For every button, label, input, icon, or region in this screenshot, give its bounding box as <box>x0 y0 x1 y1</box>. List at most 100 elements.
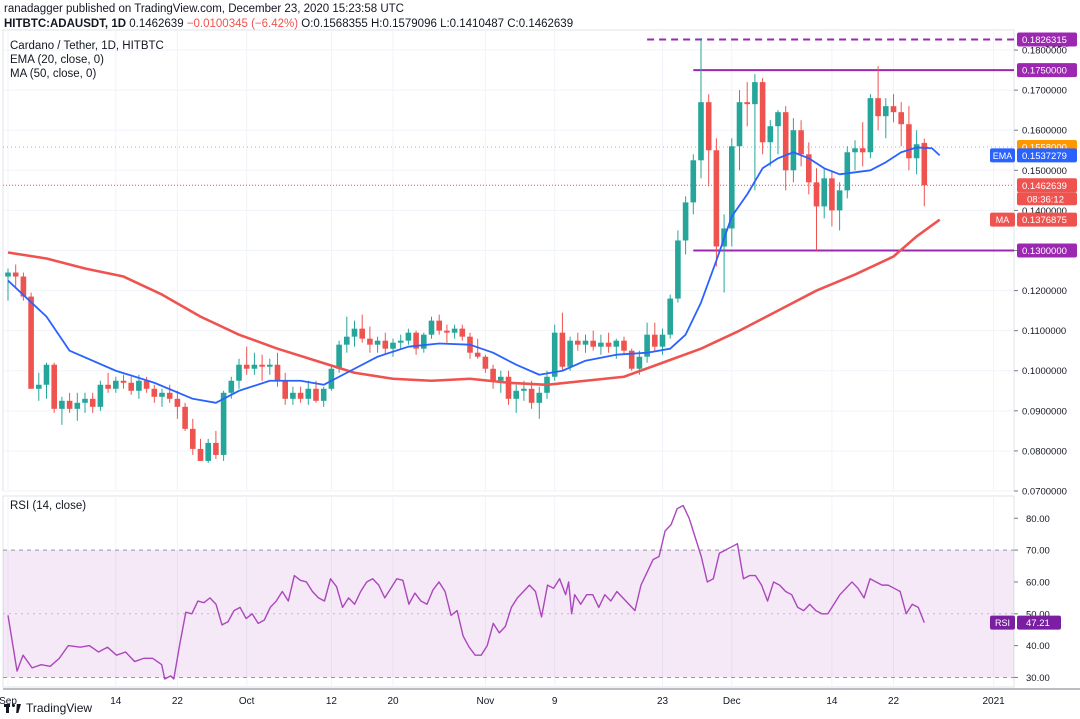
candle-body <box>228 380 235 393</box>
candle-body <box>190 428 196 449</box>
candle-body <box>74 402 81 409</box>
footer-brand: TradingView <box>26 701 93 715</box>
candle-body <box>421 334 427 349</box>
candle-body <box>636 356 643 369</box>
time-tick-label: 9 <box>552 696 558 707</box>
candle-body <box>397 340 404 343</box>
candle-body <box>5 272 11 277</box>
time-tick-label: 14 <box>826 696 838 707</box>
candle-body <box>105 384 111 389</box>
symbol-line: HITBTC:ADAUSDT, 1D 0.1462639 −0.0100345 … <box>4 17 573 32</box>
candle-body <box>829 178 835 211</box>
time-tick-label: 22 <box>888 696 900 707</box>
rsi-tick-label: 60.00 <box>1026 577 1050 588</box>
candle-body <box>482 356 489 369</box>
price-tick-label: 0.0800000 <box>1022 446 1067 457</box>
time-tick-label: 20 <box>387 696 399 707</box>
footer: TradingView <box>4 701 92 715</box>
candle-body <box>521 388 527 391</box>
candle-body <box>451 328 458 333</box>
price-axis-value: 0.1537279 <box>1022 151 1067 162</box>
candle-body <box>267 364 273 367</box>
candle-body <box>374 340 381 345</box>
candle-body <box>282 380 288 399</box>
price-axis-badge <box>1017 212 1077 227</box>
candle-body <box>136 380 142 391</box>
candle-body <box>66 400 73 409</box>
candle-body <box>575 340 581 345</box>
candle-body <box>12 272 19 277</box>
candle-body <box>598 342 604 347</box>
candle-body <box>490 368 496 381</box>
candle-body <box>813 182 820 207</box>
candle-body <box>367 338 373 345</box>
candle-body <box>659 334 666 347</box>
rsi-line <box>7 504 925 680</box>
candle-body <box>528 388 535 403</box>
candle-body <box>20 276 27 297</box>
candle-body <box>898 112 904 125</box>
candle-body <box>551 332 558 377</box>
countdown-label: 08:36:12 <box>1027 194 1064 205</box>
ohlc-open: O:0.1568355 <box>301 18 368 30</box>
time-tick-label: 22 <box>172 696 184 707</box>
rsi-value-badge <box>1017 615 1061 630</box>
ma-legend: MA (50, close, 0) <box>10 68 97 80</box>
candle-body <box>767 126 774 143</box>
time-tick-label: Oct <box>239 696 255 707</box>
level-price-label: 0.1300000 <box>1022 246 1067 257</box>
candle-body <box>113 380 119 389</box>
time-tick-label: Dec <box>723 696 741 707</box>
candle-body <box>744 102 750 105</box>
candle-body <box>821 178 827 207</box>
candle-body <box>97 384 104 407</box>
candle-body <box>713 150 720 247</box>
rsi-tag-label: RSI <box>995 618 1010 628</box>
candle-body <box>382 340 389 349</box>
candle-body <box>582 340 589 345</box>
candle-body <box>675 240 681 299</box>
candle-body <box>328 368 335 389</box>
candle-body <box>290 392 296 399</box>
candle-body <box>652 334 658 347</box>
candle-body <box>621 340 627 351</box>
candle-body <box>236 364 242 381</box>
time-tick-label: Sep <box>0 696 17 707</box>
candle-body <box>459 328 466 337</box>
candle-body <box>359 328 365 339</box>
candle-body <box>197 448 204 461</box>
publish-header: ranadagger published on TradingView.com,… <box>4 2 573 32</box>
level-price-label: 0.1826315 <box>1022 35 1067 46</box>
time-tick-label: 14 <box>110 696 122 707</box>
candle-body <box>59 400 65 409</box>
indicator-tag-label: MA <box>996 215 1010 225</box>
candle-body <box>182 406 188 429</box>
candle-body <box>836 190 843 211</box>
candle-body <box>513 390 519 399</box>
level-price-label: 0.1750000 <box>1022 66 1067 77</box>
price-tick-label: 0.1700000 <box>1022 86 1067 97</box>
candle-body <box>628 350 635 369</box>
rsi-tick-label: 30.00 <box>1026 673 1050 684</box>
candle-body <box>698 102 704 161</box>
candle-body <box>336 344 342 369</box>
candle-body <box>43 364 50 385</box>
price-tick-label: 0.1500000 <box>1022 166 1067 177</box>
candle-body <box>613 340 620 347</box>
rsi-tag-badge <box>990 615 1015 630</box>
candle-body <box>313 388 319 401</box>
price-tick-label: 0.1400000 <box>1022 206 1067 217</box>
ema-legend: EMA (20, close, 0) <box>10 54 104 66</box>
candle-body <box>413 332 419 349</box>
candle-body <box>436 320 442 331</box>
candle-body <box>51 364 57 409</box>
candle-body <box>775 112 781 127</box>
time-tick-label: 2021 <box>982 696 1005 707</box>
candle-body <box>220 392 227 455</box>
level-price-badge <box>1017 32 1077 47</box>
candle-body <box>883 106 889 117</box>
level-price-badge <box>1017 243 1077 258</box>
candle-body <box>213 442 219 455</box>
candle-body <box>852 148 858 153</box>
